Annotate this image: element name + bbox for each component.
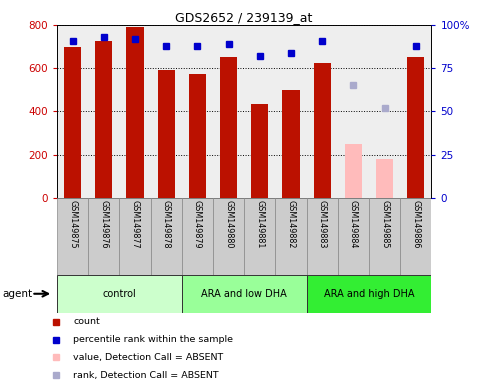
- Bar: [220, 57, 237, 198]
- Bar: [127, 27, 143, 198]
- Bar: [407, 57, 424, 198]
- Text: control: control: [102, 289, 136, 299]
- Text: ARA and low DHA: ARA and low DHA: [201, 289, 287, 299]
- Bar: [151, 198, 182, 275]
- Text: GSM149882: GSM149882: [286, 200, 296, 248]
- Text: GSM149880: GSM149880: [224, 200, 233, 248]
- Bar: [57, 275, 182, 313]
- Bar: [119, 198, 151, 275]
- Text: GSM149876: GSM149876: [99, 200, 108, 248]
- Text: GSM149881: GSM149881: [255, 200, 264, 248]
- Text: rank, Detection Call = ABSENT: rank, Detection Call = ABSENT: [73, 371, 219, 380]
- Bar: [313, 63, 331, 198]
- Text: GSM149878: GSM149878: [162, 200, 170, 248]
- Bar: [251, 104, 269, 198]
- Text: ARA and high DHA: ARA and high DHA: [324, 289, 414, 299]
- Bar: [283, 90, 299, 198]
- Bar: [338, 198, 369, 275]
- Bar: [369, 198, 400, 275]
- Text: GSM149879: GSM149879: [193, 200, 202, 249]
- Bar: [376, 159, 393, 198]
- Bar: [400, 198, 431, 275]
- Bar: [182, 275, 307, 313]
- Bar: [88, 198, 119, 275]
- Bar: [307, 275, 431, 313]
- Text: GSM149875: GSM149875: [68, 200, 77, 249]
- Text: value, Detection Call = ABSENT: value, Detection Call = ABSENT: [73, 353, 224, 362]
- Title: GDS2652 / 239139_at: GDS2652 / 239139_at: [175, 11, 313, 24]
- Text: count: count: [73, 317, 100, 326]
- Bar: [307, 198, 338, 275]
- Bar: [95, 40, 113, 198]
- Text: GSM149885: GSM149885: [380, 200, 389, 248]
- Text: GSM149883: GSM149883: [318, 200, 327, 248]
- Bar: [157, 70, 175, 198]
- Text: percentile rank within the sample: percentile rank within the sample: [73, 335, 233, 344]
- Bar: [345, 144, 362, 198]
- Bar: [244, 198, 275, 275]
- Text: GSM149884: GSM149884: [349, 200, 358, 248]
- Bar: [213, 198, 244, 275]
- Bar: [64, 47, 81, 198]
- Text: GSM149886: GSM149886: [411, 200, 420, 248]
- Bar: [182, 198, 213, 275]
- Text: agent: agent: [2, 289, 32, 299]
- Text: GSM149877: GSM149877: [130, 200, 140, 249]
- Bar: [57, 198, 88, 275]
- Bar: [189, 74, 206, 198]
- Bar: [275, 198, 307, 275]
